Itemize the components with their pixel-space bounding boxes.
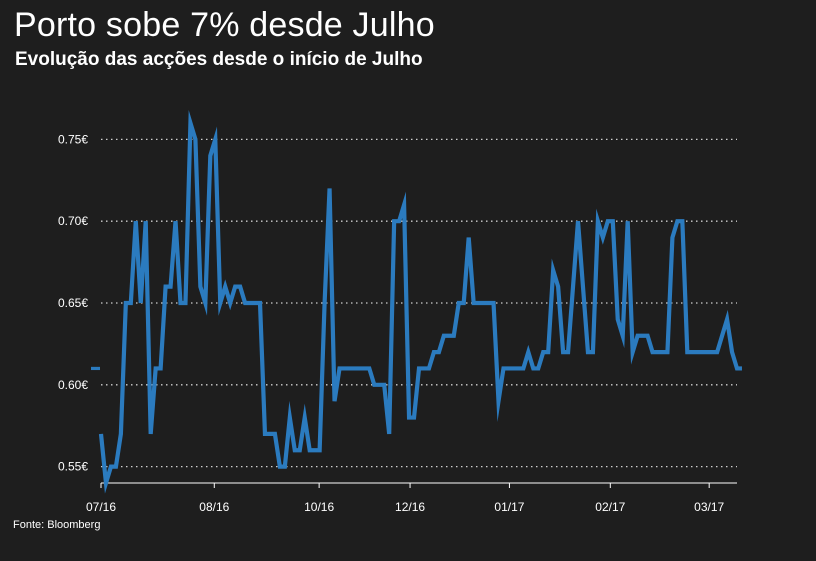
y-tick-label: 0.60€	[58, 378, 88, 392]
y-tick-label: 0.65€	[58, 296, 88, 310]
x-axis: 07/16 08/16 10/16 12/16 01/17 02/17 03/17	[86, 482, 737, 514]
y-tick-label: 0.75€	[58, 132, 88, 146]
x-tick-label: 12/16	[395, 500, 425, 514]
chart-subtitle: Evolução das acções desde o início de Ju…	[15, 49, 423, 70]
x-tick-label: 03/17	[694, 500, 724, 514]
source-note: Fonte: Bloomberg	[13, 519, 101, 531]
x-tick-label: 08/16	[199, 500, 229, 514]
series-group	[91, 110, 742, 494]
x-tick-label: 02/17	[595, 500, 625, 514]
y-tick-label: 0.55€	[58, 460, 88, 474]
x-tick-label: 07/16	[86, 500, 116, 514]
x-tick-label: 01/17	[494, 500, 524, 514]
y-tick-label: 0.70€	[58, 214, 88, 228]
y-axis-labels: 0.55€ 0.60€ 0.65€ 0.70€ 0.75€	[58, 132, 88, 473]
series-line-0	[98, 110, 742, 494]
chart-title: Porto sobe 7% desde Julho	[14, 6, 435, 44]
x-tick-label: 10/16	[304, 500, 334, 514]
